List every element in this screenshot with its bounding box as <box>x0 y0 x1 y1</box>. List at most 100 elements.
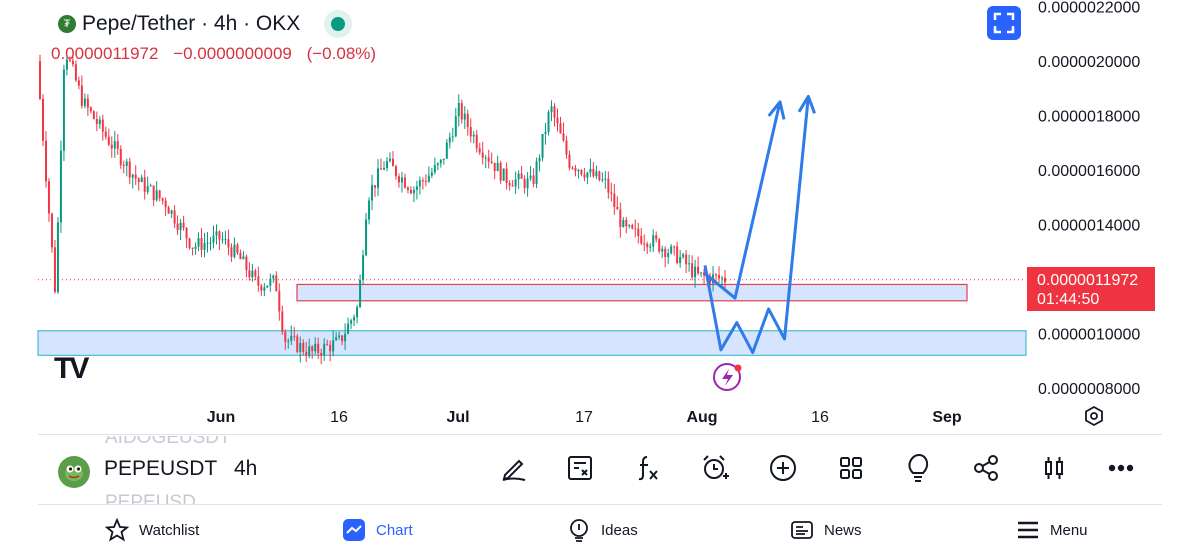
candle-body <box>637 228 640 237</box>
candle-body <box>317 343 320 353</box>
candle-body <box>391 158 394 167</box>
more-button[interactable] <box>1103 450 1139 486</box>
draw-button[interactable] <box>496 450 532 486</box>
candle-body <box>517 173 520 180</box>
candle-body <box>239 252 242 260</box>
chart-area[interactable]: 0.0000022000 0.0000020000 0.0000018000 0.00… <box>0 0 1200 434</box>
candle-body <box>631 225 634 229</box>
candle-body <box>206 242 209 244</box>
candle-body <box>68 59 71 61</box>
candle-body <box>577 170 580 172</box>
candle-body <box>74 64 77 81</box>
candle-body <box>107 136 110 145</box>
chart-title[interactable]: Pepe/Tether · 4h · OKX <box>82 12 301 35</box>
candle-body <box>694 266 697 278</box>
chart-type-button[interactable] <box>1036 450 1072 486</box>
indicators-icon <box>638 456 658 481</box>
candle-body <box>338 335 341 338</box>
nav-chart[interactable]: Chart <box>342 518 413 542</box>
price-chart[interactable]: 0.0000022000 0.0000020000 0.0000018000 0.00… <box>0 0 1200 434</box>
candle-body <box>86 98 89 108</box>
candle-body <box>457 103 460 117</box>
frog-icon <box>65 465 83 481</box>
nav-watchlist[interactable]: Watchlist <box>105 518 199 542</box>
interval-selector[interactable]: 4h <box>234 457 258 480</box>
candle-body <box>224 239 227 241</box>
candle-body <box>493 162 496 172</box>
candle-body <box>475 134 478 149</box>
settings-hexagon-icon <box>1085 405 1103 427</box>
candle-body <box>39 61 41 99</box>
time-axis-label: Sep <box>932 409 962 426</box>
resistance-zone[interactable] <box>296 283 968 302</box>
fullscreen-button[interactable] <box>987 6 1021 40</box>
time-axis-label: 17 <box>575 409 593 426</box>
candle-body <box>532 175 535 184</box>
candle-body <box>481 152 484 158</box>
candle-body <box>179 222 182 231</box>
candle-body <box>161 198 164 201</box>
symbol-toolbar: AIDOGEUSDT PEPEUSDT 4h PEPEUSD <box>0 436 1200 504</box>
candle-body <box>356 307 359 318</box>
object-tree-button[interactable] <box>562 450 598 486</box>
nav-divider <box>38 504 1162 505</box>
candle-body <box>176 223 179 231</box>
candle-body <box>209 242 212 244</box>
candle-body <box>652 235 655 247</box>
candle-body <box>601 179 604 181</box>
next-symbol[interactable]: PEPEUSD <box>105 492 196 504</box>
candle-body <box>655 235 658 240</box>
candle-body <box>541 133 544 158</box>
ideas-button[interactable] <box>900 450 936 486</box>
candle-body <box>326 343 329 345</box>
projection-path[interactable] <box>703 96 810 355</box>
candle-body <box>350 320 353 324</box>
candle-body <box>62 69 65 151</box>
candle-body <box>583 174 586 178</box>
projection-path[interactable] <box>704 101 782 300</box>
candle-body <box>424 180 427 182</box>
candle-body <box>535 161 538 184</box>
candle-body <box>598 171 601 181</box>
nav-ideas[interactable]: Ideas <box>567 518 638 542</box>
candle-body <box>116 141 119 149</box>
candle-body <box>496 162 499 172</box>
prev-symbol[interactable]: AIDOGEUSDT <box>105 436 231 448</box>
symbol-name[interactable]: PEPEUSDT <box>104 457 218 480</box>
candle-body <box>703 272 706 276</box>
candle-body <box>203 242 206 250</box>
candle-body <box>194 246 197 249</box>
alert-button[interactable] <box>697 450 733 486</box>
indicators-button[interactable] <box>630 450 666 486</box>
candle-body <box>562 133 565 141</box>
candle-body <box>335 337 338 341</box>
object-tree-icon <box>568 456 592 480</box>
candle-body <box>685 254 688 265</box>
candle-body <box>436 163 439 166</box>
nav-menu[interactable]: Menu <box>1016 518 1088 542</box>
candle-body <box>59 150 62 223</box>
share-button[interactable] <box>968 450 1004 486</box>
add-button[interactable] <box>765 450 801 486</box>
candle-body <box>724 277 727 283</box>
candle-body <box>263 287 266 291</box>
candle-body <box>718 274 721 279</box>
candle-body <box>185 227 188 239</box>
candle-body <box>44 140 47 182</box>
layouts-icon <box>840 457 862 479</box>
candle-body <box>302 342 305 352</box>
candle-body <box>673 246 676 248</box>
chart-settings-button[interactable] <box>1083 405 1105 432</box>
candle-body <box>110 144 113 149</box>
candle-body <box>197 238 200 247</box>
layouts-button[interactable] <box>833 450 869 486</box>
candle-body <box>622 220 625 227</box>
candle-body <box>691 263 694 278</box>
support-zone[interactable] <box>37 330 1027 356</box>
candle-body <box>125 161 128 166</box>
nav-news[interactable]: News <box>790 518 862 542</box>
candle-body <box>65 59 68 70</box>
market-open-icon <box>324 10 353 38</box>
candle-body <box>323 343 326 356</box>
candle-body <box>287 340 290 342</box>
